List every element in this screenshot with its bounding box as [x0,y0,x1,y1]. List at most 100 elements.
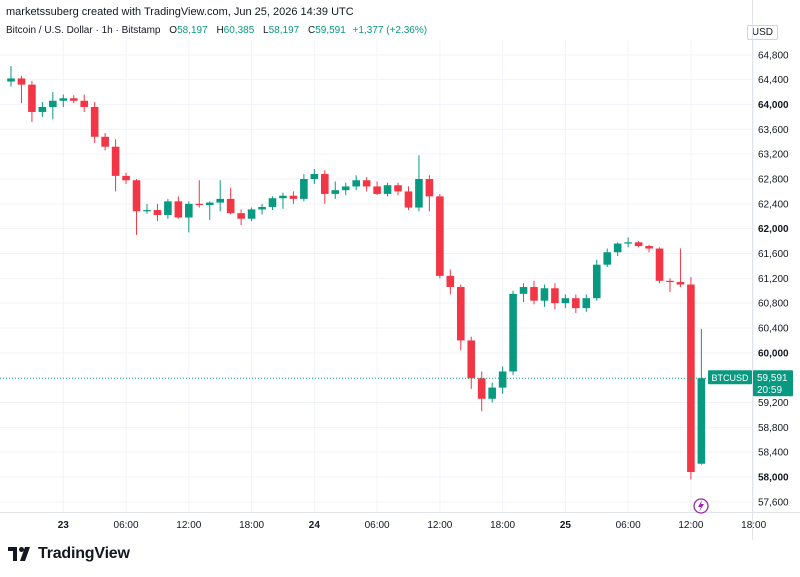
candle [509,290,517,376]
candle-body [69,98,78,101]
candle-body [603,252,612,265]
candle-body [352,180,360,187]
candle [582,294,591,312]
y-tick-label: 58,400 [758,448,789,459]
candles [7,66,706,480]
low-label: L [263,25,269,36]
candle [111,139,120,192]
candle [90,102,99,143]
candle [425,175,434,212]
candle-body [279,195,287,199]
candle-body [446,275,455,288]
x-tick-label: 12:00 [678,520,703,531]
candle-body [383,185,392,194]
candle-body [645,246,653,249]
symbol-name[interactable]: Bitcoin / U.S. Dollar · 1h · Bitstamp [6,25,161,36]
candle [341,182,350,196]
candle [153,203,162,222]
candle-body [164,201,172,216]
candle-body [624,242,632,244]
candle [80,94,89,112]
candle-body [237,213,245,219]
grid-lines [0,40,755,512]
candle [697,328,706,465]
y-tick-label: 58,800 [758,423,789,434]
open-value: 58,197 [177,25,208,36]
candle-body [153,210,162,216]
chart-caption: marketssuberg created with TradingView.c… [6,6,354,18]
candle-body [488,387,496,399]
candle [676,248,685,288]
currency-button[interactable]: USD [746,25,778,40]
y-tick-label: 57,600 [758,497,789,508]
close-value: 59,591 [315,25,346,36]
candle-body [572,298,580,309]
candle [655,247,664,284]
x-tick-label: 06:00 [616,520,641,531]
y-tick-label: 63,600 [758,125,789,136]
candle-body [697,378,706,464]
candle-body [17,78,26,85]
high-value: 60,385 [223,25,255,36]
candle-body [341,186,350,191]
candle [49,92,57,120]
candle [143,203,151,214]
candle [592,259,601,301]
y-tick-label: 64,800 [758,50,789,61]
candle-body [321,174,329,194]
price-tag-countdown: 20:59 [757,385,782,396]
candle-body [247,209,256,219]
candle-body [540,288,549,301]
x-tick-label: 23 [58,520,70,531]
candle-body [634,242,643,247]
candle-body [195,203,204,206]
candle [310,169,319,184]
candle-body [477,378,486,399]
candle [132,179,141,235]
candle [488,382,496,403]
candle-body [289,195,298,199]
candle-body [122,175,130,181]
x-tick-label: 25 [560,520,572,531]
candle [101,133,109,151]
candle [279,192,287,209]
candle [498,366,507,394]
candle [226,187,235,215]
candle [477,371,486,412]
x-tick-label: 24 [309,520,321,531]
x-tick-label: 18:00 [741,520,766,531]
candle-body [592,264,601,299]
tradingview-brand[interactable]: TradingView [8,545,130,563]
candle-body [101,136,109,147]
y-tick-label: 64,400 [758,75,789,86]
candle-body [467,340,476,379]
candle [195,180,204,208]
y-tick-label: 62,400 [758,199,789,210]
candle [216,180,224,212]
candle [352,175,360,191]
candle-body [456,287,465,341]
candle-body [530,287,538,301]
candle [551,283,559,310]
candle [383,182,392,197]
candle [530,280,538,305]
candle [572,294,580,314]
candle-body [132,180,141,212]
y-tick-label: 58,000 [758,473,789,484]
candle [289,191,298,204]
candle-body [509,293,517,372]
event-icon[interactable] [693,498,709,514]
candle-body [362,180,371,187]
y-tick-label: 59,200 [758,398,789,409]
y-tick-label: 61,600 [758,249,789,260]
candle-body [613,243,622,253]
candle [122,172,130,184]
candle [519,283,528,302]
candle [174,196,183,219]
candle-body [498,371,507,388]
candle-body [268,198,277,207]
